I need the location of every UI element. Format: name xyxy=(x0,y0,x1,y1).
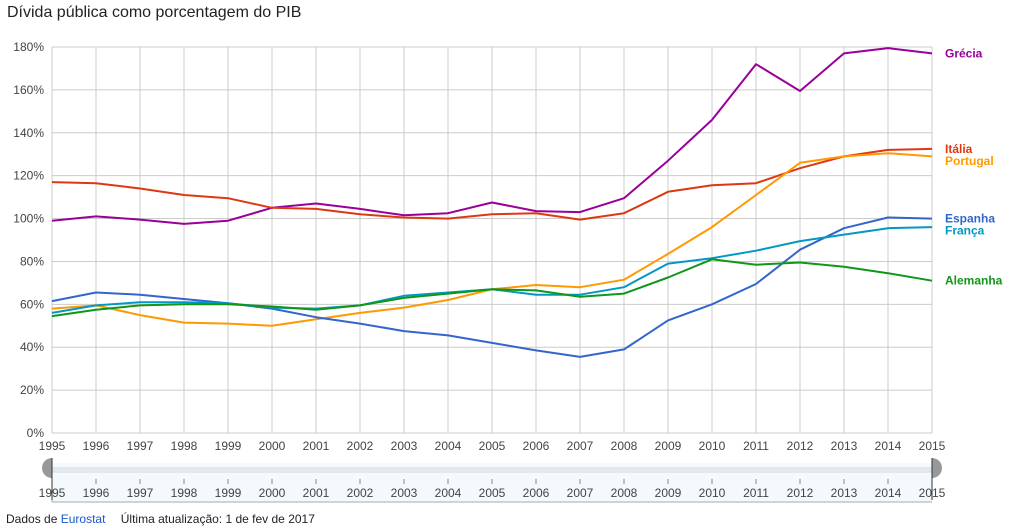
range-tick-label: 2014 xyxy=(875,486,902,500)
legend-label-italia[interactable]: Itália xyxy=(945,142,973,156)
x-tick-label: 2002 xyxy=(347,439,374,453)
y-axis-ticks: 0% 20% 40% 60% 80% 100% 120% 140% 160% 180% xyxy=(13,40,44,440)
range-tick-label: 2001 xyxy=(303,486,330,500)
y-tick-label: 0% xyxy=(27,426,45,440)
source-prefix: Dados de xyxy=(6,512,58,526)
range-tick-label: 2000 xyxy=(259,486,286,500)
range-selector[interactable]: 1995 1996 1997 1998 1999 2000 2001 2002 2003 2004… xyxy=(39,458,946,503)
range-tick-label: 1999 xyxy=(215,486,242,500)
x-tick-label: 2014 xyxy=(875,439,902,453)
x-tick-label: 1996 xyxy=(83,439,110,453)
series-line-alemanha xyxy=(51,258,933,318)
legend-label-franca[interactable]: França xyxy=(945,224,985,238)
grid-lines xyxy=(51,46,933,434)
x-tick-label: 2001 xyxy=(303,439,330,453)
range-tick-label: 2006 xyxy=(523,486,550,500)
x-tick-label: 2008 xyxy=(611,439,638,453)
last-updated: Última atualização: 1 de fev de 2017 xyxy=(120,512,315,526)
chart-title: Dívida pública como porcentagem do PIB xyxy=(7,4,302,21)
range-tick-label: 2011 xyxy=(743,486,769,500)
x-tick-label: 2007 xyxy=(567,439,594,453)
series-line-grecia xyxy=(51,47,933,225)
y-tick-label: 80% xyxy=(20,254,44,268)
range-handle-end[interactable] xyxy=(932,458,942,478)
range-tick-label: 2002 xyxy=(347,486,374,500)
y-tick-label: 180% xyxy=(13,40,44,54)
x-tick-label: 2012 xyxy=(787,439,814,453)
legend-label-alemanha[interactable]: Alemanha xyxy=(945,274,1003,288)
y-tick-label: 20% xyxy=(20,383,44,397)
footer: Dados de Eurostat Última atualização: 1 … xyxy=(6,512,315,526)
y-tick-label: 100% xyxy=(13,212,44,226)
x-tick-label: 2013 xyxy=(831,439,858,453)
legend-label-espanha[interactable]: Espanha xyxy=(945,212,995,226)
x-tick-label: 2015 xyxy=(919,439,946,453)
x-tick-label: 1995 xyxy=(39,439,66,453)
range-tick-label: 1996 xyxy=(83,486,110,500)
y-tick-label: 160% xyxy=(13,83,44,97)
x-tick-label: 2006 xyxy=(523,439,550,453)
range-track[interactable] xyxy=(52,467,932,473)
y-tick-label: 120% xyxy=(13,169,44,183)
chart-area: 0%20%40%60%80%100%120%140%160%180% 1995 1… xyxy=(13,40,1003,503)
x-tick-label: 2004 xyxy=(435,439,462,453)
x-tick-label: 2011 xyxy=(743,439,769,453)
x-tick-label: 1998 xyxy=(171,439,198,453)
range-tick-label: 1997 xyxy=(127,486,154,500)
range-tick-label: 2008 xyxy=(611,486,638,500)
legend-label-grecia[interactable]: Grécia xyxy=(945,46,983,60)
x-tick-label: 2000 xyxy=(259,439,286,453)
series-line-espanha xyxy=(51,216,933,358)
x-tick-label: 2003 xyxy=(391,439,418,453)
range-tick-label: 2013 xyxy=(831,486,858,500)
range-tick-label: 2010 xyxy=(699,486,726,500)
y-tick-label: 140% xyxy=(13,126,44,140)
y-tick-label: 60% xyxy=(20,297,44,311)
legend-label-portugal[interactable]: Portugal xyxy=(945,154,994,168)
range-tick-label: 1998 xyxy=(171,486,198,500)
range-tick-label: 2012 xyxy=(787,486,814,500)
x-tick-label: 1997 xyxy=(127,439,154,453)
x-tick-label: 1999 xyxy=(215,439,242,453)
x-tick-label: 2010 xyxy=(699,439,726,453)
range-tick-label: 2009 xyxy=(655,486,682,500)
source-link[interactable]: Eurostat xyxy=(60,512,106,526)
range-handle-start[interactable] xyxy=(42,458,52,478)
range-tick-label: 2007 xyxy=(567,486,594,500)
range-tick-label: 2004 xyxy=(435,486,462,500)
range-tick-label: 2003 xyxy=(391,486,418,500)
x-tick-label: 2009 xyxy=(655,439,682,453)
x-tick-label: 2005 xyxy=(479,439,506,453)
y-tick-label: 40% xyxy=(20,340,44,354)
range-tick-label: 2005 xyxy=(479,486,506,500)
series-lines xyxy=(51,47,933,358)
x-axis-ticks: 1995 1996 1997 1998 1999 2000 2001 2002 2003 2004… xyxy=(39,439,946,453)
